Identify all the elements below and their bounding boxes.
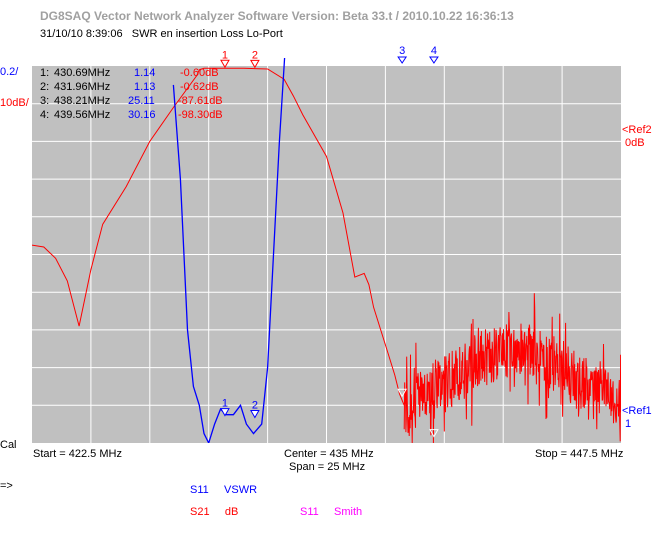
marker-4-top-pointer bbox=[428, 56, 439, 64]
legend-s21-db-param: S21 bbox=[190, 506, 210, 518]
marker-row-1-vswr: 1.14 bbox=[134, 67, 156, 79]
marker-row-2-vswr: 1.13 bbox=[134, 81, 156, 93]
legend-s21-db[interactable]: S21 dB bbox=[190, 506, 238, 518]
marker-3-top-label: 3 bbox=[399, 45, 405, 57]
legend-s11-vswr-param: S11 bbox=[190, 484, 209, 496]
ref2-label: <Ref2 bbox=[622, 124, 652, 136]
marker-row-3-vswr: 25.11 bbox=[128, 95, 155, 107]
marker-row-1-db: -0.60dB bbox=[180, 67, 219, 79]
cal-label: Cal bbox=[0, 439, 17, 451]
marker-1-vswr-label: 1 bbox=[222, 398, 228, 410]
marker-row-2-id: 2: bbox=[40, 81, 50, 93]
legend-s11-vswr[interactable]: S11 VSWR bbox=[190, 484, 257, 496]
timestamp: 31/10/10 8:39:06 bbox=[40, 28, 123, 40]
marker-2-s21-label: 2 bbox=[252, 49, 258, 61]
marker-4-trace-pointer bbox=[429, 429, 439, 438]
ref2-value: 0dB bbox=[625, 137, 645, 149]
marker-row-1-id: 1: bbox=[40, 67, 50, 79]
marker-row-4-db: -98.30dB bbox=[178, 109, 223, 121]
ref1-value: 1 bbox=[625, 418, 632, 430]
span-frequency: Span = 25 MHz bbox=[289, 461, 366, 473]
marker-2-vswr-label: 2 bbox=[252, 399, 258, 411]
app-title: DG8SAQ Vector Network Analyzer Software … bbox=[40, 9, 514, 23]
center-frequency: Center = 435 MHz bbox=[284, 448, 374, 460]
marker-3-top-pointer bbox=[397, 56, 408, 64]
legend-s11-smith[interactable]: S11 Smith bbox=[300, 506, 362, 518]
grid bbox=[32, 66, 621, 443]
marker-row-4-freq: 439.56MHz bbox=[54, 109, 111, 121]
markers: 1 2 1 2 3 4 bbox=[220, 45, 439, 438]
legend-s11-vswr-format: VSWR bbox=[224, 484, 258, 496]
s21-trace bbox=[32, 67, 405, 406]
db-scale-label: 10dB/ bbox=[0, 97, 29, 109]
marker-row-1-freq: 430.69MHz bbox=[54, 67, 111, 79]
marker-4-top-label: 4 bbox=[431, 45, 437, 57]
traces bbox=[32, 58, 621, 443]
ref1-label: <Ref1 bbox=[622, 405, 652, 417]
command-prompt[interactable]: => bbox=[0, 480, 13, 492]
marker-1-vswr-pointer bbox=[220, 408, 230, 417]
timestamp-line: 31/10/10 8:39:06 SWR en insertion Loss L… bbox=[40, 28, 283, 40]
vswr-trace bbox=[172, 58, 286, 443]
marker-row-3-db: -87.61dB bbox=[178, 95, 223, 107]
marker-row-2-db: -0.62dB bbox=[180, 81, 219, 93]
marker-1-s21-pointer bbox=[220, 59, 230, 69]
marker-3-trace-pointer bbox=[397, 388, 407, 398]
marker-row-2-freq: 431.96MHz bbox=[54, 81, 111, 93]
marker-1-s21-label: 1 bbox=[222, 49, 228, 61]
legend-s11-smith-format: Smith bbox=[334, 506, 363, 518]
vswr-scale-label: 0.2/ bbox=[0, 66, 19, 78]
measurement-description: SWR en insertion Loss Lo-Port bbox=[131, 28, 283, 40]
marker-row-4-vswr: 30.16 bbox=[128, 109, 156, 121]
marker-2-s21-pointer bbox=[250, 59, 260, 69]
marker-row-4-id: 4: bbox=[40, 109, 50, 121]
marker-2-vswr-pointer bbox=[250, 409, 260, 419]
start-frequency: Start = 422.5 MHz bbox=[33, 448, 122, 460]
marker-row-3-id: 3: bbox=[40, 95, 50, 107]
legend-s21-db-format: dB bbox=[224, 506, 239, 518]
stop-frequency: Stop = 447.5 MHz bbox=[535, 448, 624, 460]
legend-s11-smith-param: S11 bbox=[300, 506, 319, 518]
marker-row-3-freq: 438.21MHz bbox=[54, 95, 111, 107]
s21-noise-floor bbox=[403, 293, 621, 443]
